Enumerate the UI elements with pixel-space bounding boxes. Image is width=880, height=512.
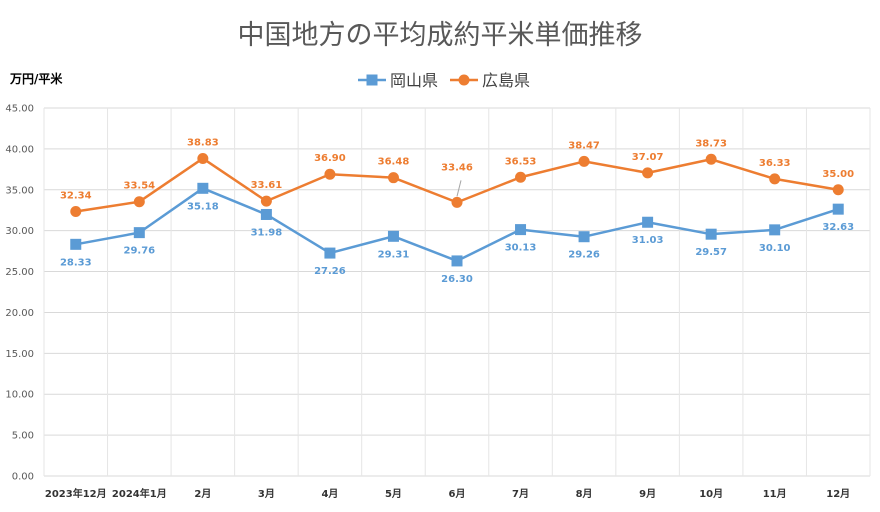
data-label: 36.48 (378, 157, 410, 168)
data-point-square (642, 216, 654, 228)
gridlines (43, 107, 871, 477)
data-label: 38.47 (568, 140, 600, 151)
data-point-square (70, 238, 82, 250)
data-label: 38.83 (187, 137, 219, 148)
x-tick-label: 7月 (512, 488, 529, 500)
data-point-circle (578, 155, 590, 167)
data-point-circle (197, 152, 209, 164)
data-label: 35.00 (822, 169, 854, 180)
legend-label: 広島県 (482, 71, 530, 90)
y-tick-label: 45.00 (5, 104, 34, 115)
data-label: 32.34 (60, 191, 92, 202)
y-axis-ticks: 0.00 5.00 10.00 15.00 20.00 25.00 30.00 35.00 40… (5, 104, 34, 483)
y-tick-label: 25.00 (5, 267, 34, 278)
data-point-circle (133, 196, 145, 208)
x-tick-label: 2月 (194, 488, 211, 500)
data-point-square (260, 208, 272, 220)
y-tick-label: 5.00 (12, 431, 34, 442)
series-okayama: 28.33 29.76 35.18 31.98 27.26 29.31 26.30 30.13… (60, 182, 854, 285)
data-label: 37.07 (632, 152, 664, 163)
x-tick-label: 8月 (576, 488, 593, 500)
data-point-square (515, 224, 527, 236)
legend-item: 岡山県 (358, 71, 438, 90)
data-label: 33.54 (123, 181, 155, 192)
x-axis-ticks: 2023年12月 2024年1月 2月 3月 4月 5月 6月 7月 8月 9月 10月 11月 12月 (45, 487, 850, 500)
label-leader-line (456, 180, 462, 197)
data-label: 36.53 (505, 156, 537, 167)
x-tick-label: 9月 (639, 488, 656, 500)
data-point-square (133, 227, 145, 239)
data-point-square (324, 247, 336, 259)
data-label: 38.73 (695, 138, 727, 149)
data-label: 30.13 (505, 243, 537, 254)
data-label: 29.76 (123, 246, 155, 257)
y-tick-label: 10.00 (5, 390, 34, 401)
data-point-square (705, 228, 717, 240)
legend-marker-circle (458, 74, 470, 86)
data-point-circle (387, 172, 399, 184)
y-tick-label: 15.00 (5, 349, 34, 360)
y-tick-label: 0.00 (12, 472, 34, 483)
data-label: 26.30 (441, 274, 473, 285)
x-tick-label: 3月 (258, 488, 275, 500)
data-point-circle (832, 184, 844, 196)
y-tick-label: 40.00 (5, 144, 34, 155)
y-tick-label: 20.00 (5, 308, 34, 319)
data-point-square (578, 231, 590, 243)
data-point-circle (70, 206, 82, 218)
x-tick-label: 5月 (385, 488, 402, 500)
x-tick-label: 10月 (699, 488, 723, 500)
legend-label: 岡山県 (390, 71, 438, 90)
data-point-circle (515, 171, 527, 183)
data-label: 29.57 (695, 247, 727, 258)
series-hiroshima: 32.34 33.54 38.83 33.61 36.90 36.48 33.46 36.53… (60, 137, 854, 218)
data-label: 33.61 (251, 180, 283, 191)
chart-title: 中国地方の平均成約平米単価推移 (238, 20, 643, 51)
x-tick-label: 6月 (449, 488, 466, 500)
y-tick-label: 30.00 (5, 226, 34, 237)
data-label: 36.90 (314, 153, 346, 164)
data-label: 33.46 (441, 162, 473, 173)
data-point-circle (451, 196, 463, 208)
data-label: 35.18 (187, 201, 219, 212)
data-point-circle (260, 195, 272, 207)
data-label: 36.33 (759, 158, 791, 169)
x-tick-label: 2023年12月 (45, 487, 107, 500)
series-layer: 28.33 29.76 35.18 31.98 27.26 29.31 26.30 30.13… (60, 137, 854, 284)
data-point-circle (324, 168, 336, 180)
data-label: 31.98 (251, 227, 283, 238)
x-tick-label: 2024年1月 (112, 487, 167, 500)
legend-item: 広島県 (450, 71, 530, 90)
data-label: 30.10 (759, 243, 791, 254)
x-tick-label: 4月 (321, 488, 338, 500)
data-label: 29.26 (568, 250, 600, 261)
legend-marker-square (366, 74, 378, 86)
data-point-square (769, 224, 781, 236)
data-label: 28.33 (60, 257, 92, 268)
data-label: 31.03 (632, 235, 664, 246)
x-tick-label: 12月 (826, 488, 850, 500)
legend: 岡山県 広島県 (358, 71, 530, 90)
data-point-circle (769, 173, 781, 185)
y-axis-label: 万円/平米 (9, 71, 63, 86)
data-label: 32.63 (822, 222, 854, 233)
data-point-circle (642, 167, 654, 179)
data-label: 29.31 (378, 249, 410, 260)
data-point-square (387, 230, 399, 242)
data-point-square (832, 203, 844, 215)
data-point-square (451, 255, 463, 267)
data-label: 27.26 (314, 266, 346, 277)
data-point-circle (705, 153, 717, 165)
y-tick-label: 35.00 (5, 185, 34, 196)
data-point-square (197, 182, 209, 194)
x-tick-label: 11月 (763, 488, 787, 500)
